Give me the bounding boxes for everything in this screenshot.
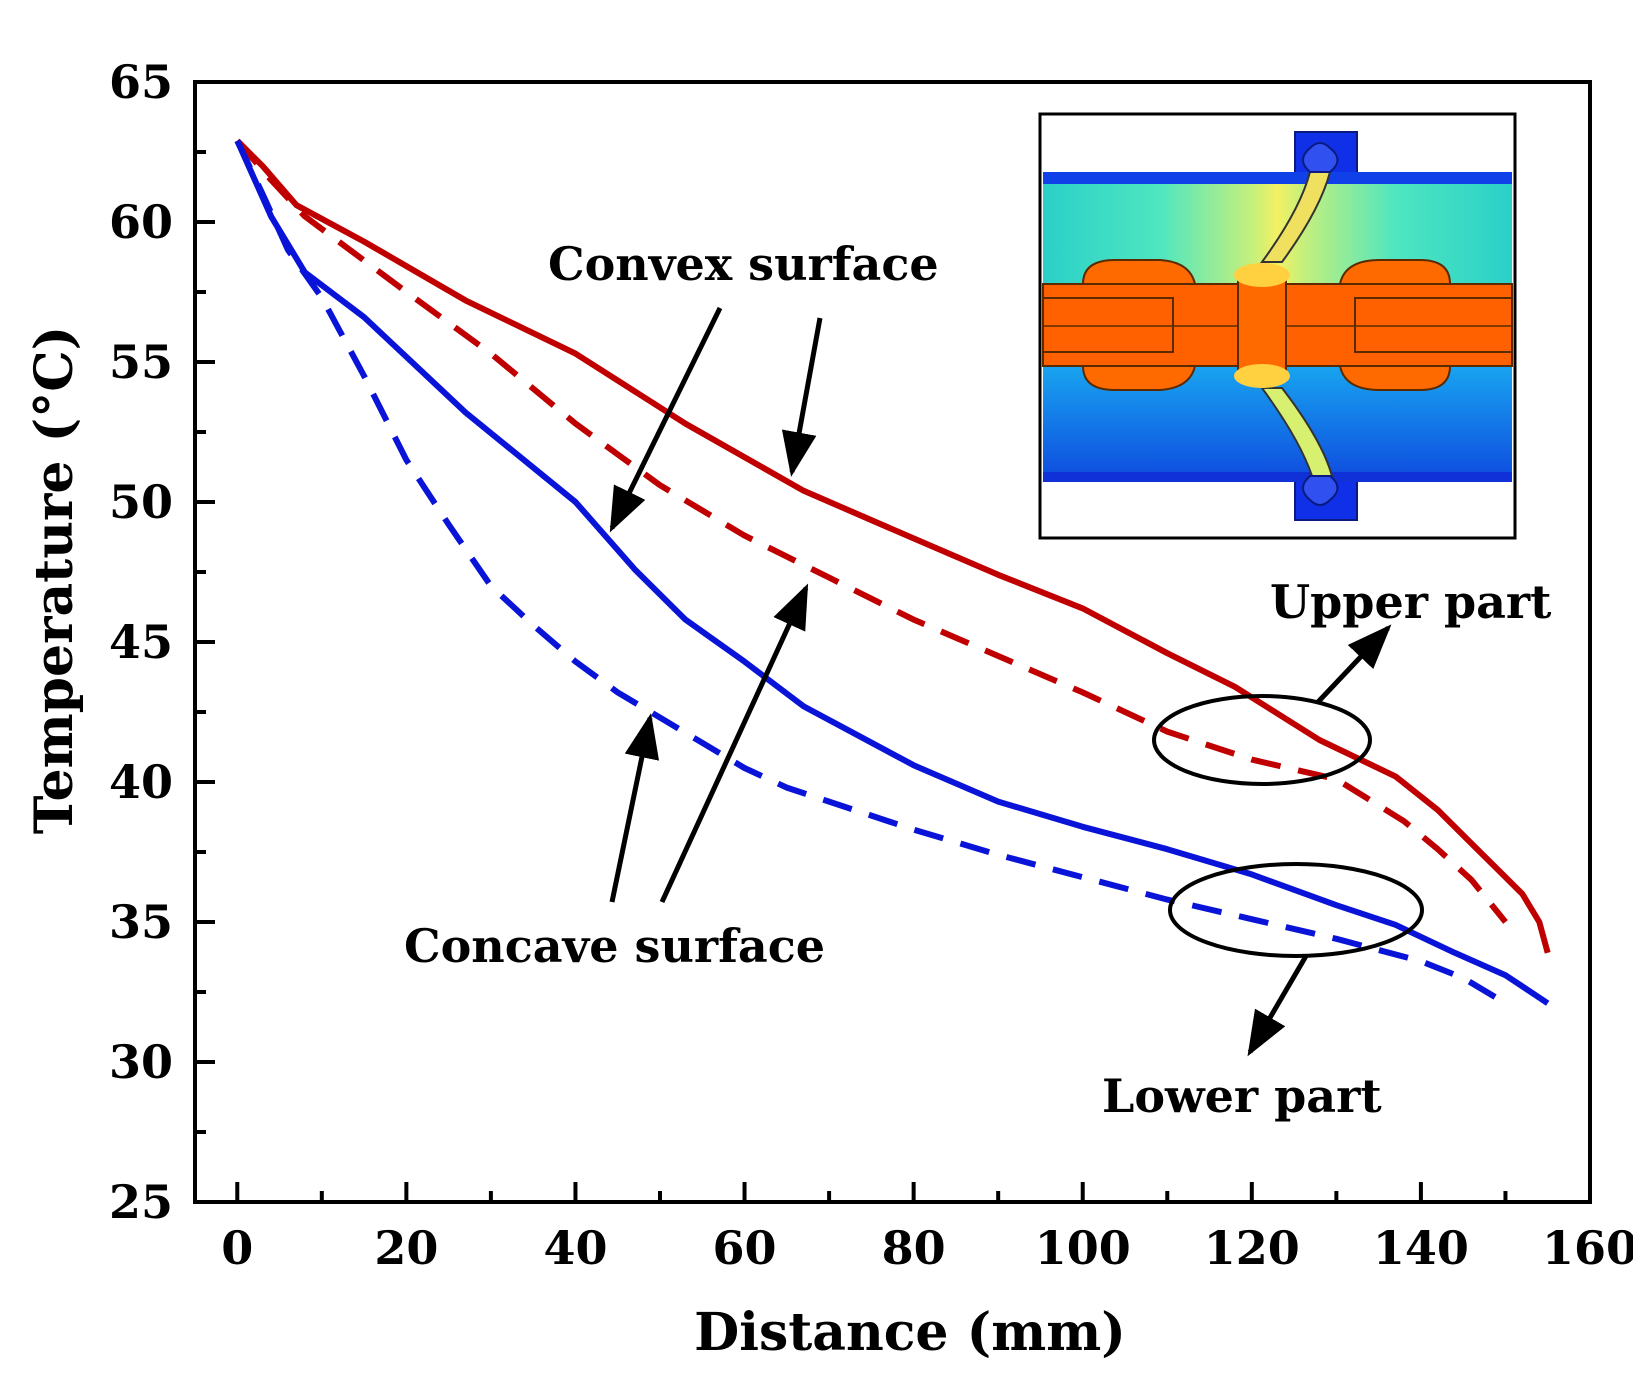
y-tick-label: 45 (109, 615, 173, 669)
upper-part-label: Upper part (1270, 575, 1552, 629)
y-axis: 25 30 35 40 45 50 55 60 65 (109, 55, 215, 1229)
x-tick-label: 100 (1035, 1221, 1131, 1275)
concave-arrow-1 (609, 713, 660, 903)
y-tick-label: 30 (109, 1035, 173, 1089)
lower-part-label: Lower part (1102, 1069, 1382, 1123)
series-layer (234, 138, 1551, 1006)
x-tick-label: 160 (1542, 1221, 1633, 1275)
y-tick-label: 55 (109, 335, 173, 389)
x-tick-label: 0 (221, 1221, 253, 1275)
x-axis: 0 20 40 60 80 100 120 140 160 (221, 1182, 1633, 1275)
y-tick-label: 35 (109, 895, 173, 949)
upper-part-ellipse (1152, 694, 1372, 786)
x-tick-label: 80 (882, 1221, 946, 1275)
annotation-arrows (609, 306, 1392, 1057)
convex-surface-label: Convex surface (548, 237, 939, 291)
x-tick-label: 140 (1373, 1221, 1469, 1275)
y-tick-label: 65 (109, 55, 173, 109)
y-tick-label: 50 (109, 475, 173, 529)
x-tick-label: 40 (543, 1221, 607, 1275)
lower-part-ellipse (1168, 862, 1424, 958)
x-tick-label: 60 (713, 1221, 777, 1275)
x-axis-title: Distance (mm) (694, 1302, 1126, 1363)
x-tick-label: 20 (374, 1221, 438, 1275)
series-line (234, 139, 1550, 1006)
convex-arrow-2 (781, 317, 823, 477)
y-tick-label: 60 (109, 195, 173, 249)
x-tick-label: 120 (1204, 1221, 1300, 1275)
y-tick-label: 40 (109, 755, 173, 809)
series-line (234, 139, 1508, 1006)
y-axis-title: Temperature (°C) (24, 326, 85, 834)
convex-arrow-1 (609, 306, 723, 533)
inset-contour-image (1038, 112, 1517, 540)
y-tick-label: 25 (109, 1175, 173, 1229)
upper-part-arrow (1316, 624, 1392, 704)
concave-arrow-2 (659, 583, 809, 904)
series-line (235, 138, 1551, 954)
lower-part-arrow (1247, 954, 1309, 1057)
series-line (235, 138, 1508, 924)
concave-surface-label: Concave surface (404, 919, 825, 973)
